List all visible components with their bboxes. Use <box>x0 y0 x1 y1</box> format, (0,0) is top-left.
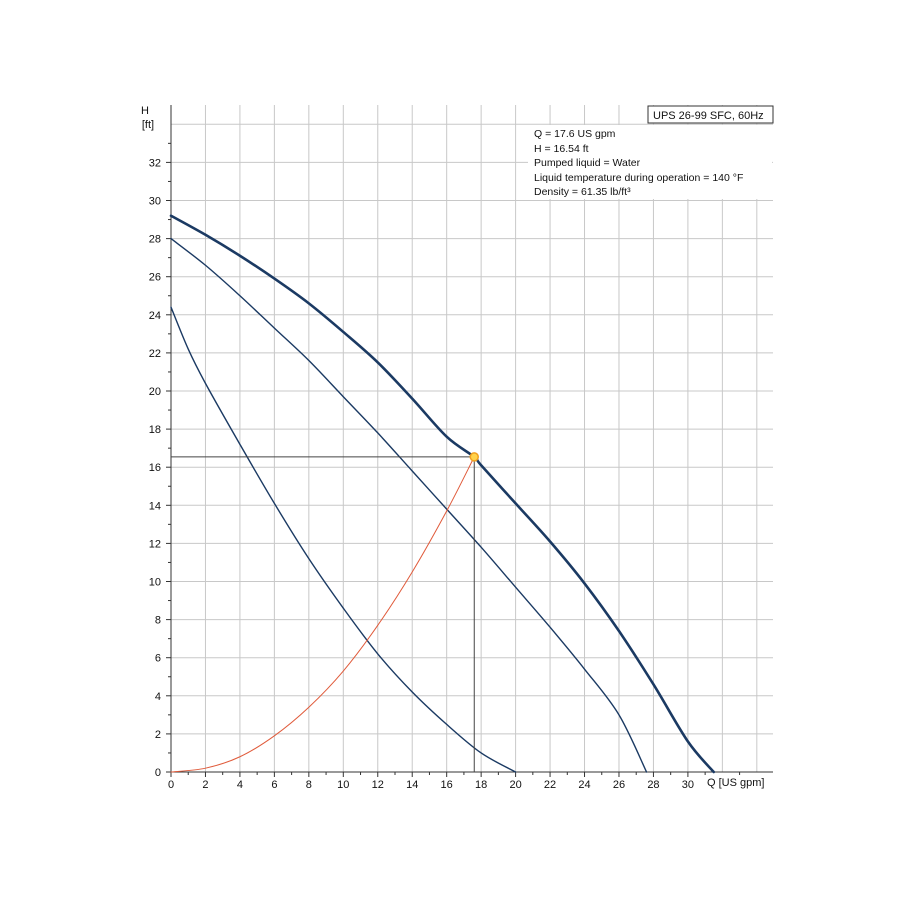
duty-guides <box>171 452 479 772</box>
info-line-liquid: Pumped liquid = Water <box>534 157 641 169</box>
y-tick-label: 4 <box>155 691 161 703</box>
x-tick-label: 6 <box>271 779 277 791</box>
y-tick-label: 14 <box>149 500 161 512</box>
y-tick-label: 12 <box>149 538 161 550</box>
system-curve <box>170 456 475 773</box>
pump-curve-low <box>170 306 517 773</box>
y-tick-label: 32 <box>149 157 161 169</box>
y-tick-label: 0 <box>155 767 161 779</box>
x-tick-label: 26 <box>613 779 625 791</box>
y-tick-label: 20 <box>149 386 161 398</box>
x-tick-label: 12 <box>372 779 384 791</box>
info-line-temperature: Liquid temperature during operation = 14… <box>534 172 743 184</box>
axis-ticks <box>166 105 773 777</box>
y-tick-label: 6 <box>155 653 161 665</box>
x-tick-label: 2 <box>202 779 208 791</box>
grid <box>170 105 773 773</box>
info-line-head: H = 16.54 ft <box>534 143 589 155</box>
x-tick-label: 16 <box>441 779 453 791</box>
pump-curve-high <box>169 214 716 774</box>
x-tick-label: 4 <box>237 779 243 791</box>
x-tick-label: 18 <box>475 779 487 791</box>
x-tick-label: 8 <box>306 779 312 791</box>
x-tick-label: 10 <box>337 779 349 791</box>
y-tick-label: 24 <box>149 310 161 322</box>
y-tick-label: 16 <box>149 462 161 474</box>
y-tick-label: 26 <box>149 272 161 284</box>
y-tick-label: 2 <box>155 729 161 741</box>
x-tick-label: 22 <box>544 779 556 791</box>
x-tick-label: 30 <box>682 779 694 791</box>
y-tick-label: 10 <box>149 577 161 589</box>
x-tick-label: 14 <box>406 779 418 791</box>
x-tick-label: 0 <box>168 779 174 791</box>
y-axis-title: H <box>141 105 149 117</box>
x-tick-label: 20 <box>509 779 521 791</box>
info-block-bg <box>528 125 772 199</box>
y-tick-label: 8 <box>155 615 161 627</box>
chart-title: UPS 26-99 SFC, 60Hz <box>653 110 764 122</box>
chart-title-box <box>647 105 774 124</box>
x-tick-label: 24 <box>578 779 590 791</box>
x-tick-label: 28 <box>647 779 659 791</box>
duty-point-marker <box>469 452 479 462</box>
y-axis-unit: [ft] <box>142 119 154 131</box>
x-axis-title: Q [US gpm] <box>707 777 764 789</box>
y-tick-label: 22 <box>149 348 161 360</box>
curves <box>169 214 716 774</box>
y-tick-label: 30 <box>149 196 161 208</box>
y-tick-label: 28 <box>149 234 161 246</box>
y-tick-label: 18 <box>149 424 161 436</box>
info-line-flow: Q = 17.6 US gpm <box>534 128 616 140</box>
info-line-density: Density = 61.35 lb/ft³ <box>534 186 631 198</box>
pump-curve-medium <box>170 237 648 773</box>
